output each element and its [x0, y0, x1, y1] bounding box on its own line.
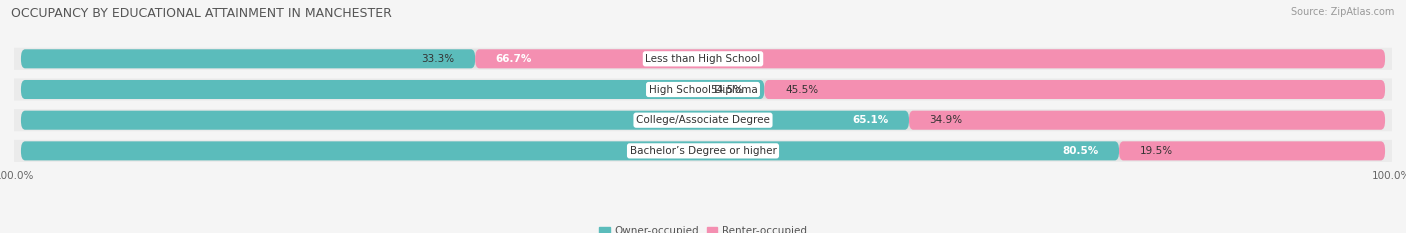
Text: 54.5%: 54.5% [710, 85, 744, 95]
Text: 45.5%: 45.5% [785, 85, 818, 95]
Text: 65.1%: 65.1% [852, 115, 889, 125]
Text: OCCUPANCY BY EDUCATIONAL ATTAINMENT IN MANCHESTER: OCCUPANCY BY EDUCATIONAL ATTAINMENT IN M… [11, 7, 392, 20]
Text: College/Associate Degree: College/Associate Degree [636, 115, 770, 125]
Text: 33.3%: 33.3% [422, 54, 454, 64]
Text: High School Diploma: High School Diploma [648, 85, 758, 95]
FancyBboxPatch shape [21, 111, 1385, 130]
FancyBboxPatch shape [14, 79, 1392, 101]
FancyBboxPatch shape [21, 141, 1119, 160]
Text: Bachelor’s Degree or higher: Bachelor’s Degree or higher [630, 146, 776, 156]
FancyBboxPatch shape [14, 140, 1392, 162]
Text: Less than High School: Less than High School [645, 54, 761, 64]
Text: 66.7%: 66.7% [496, 54, 533, 64]
Text: 80.5%: 80.5% [1062, 146, 1098, 156]
FancyBboxPatch shape [765, 80, 1385, 99]
FancyBboxPatch shape [14, 109, 1392, 131]
FancyBboxPatch shape [475, 49, 1385, 68]
FancyBboxPatch shape [21, 49, 475, 68]
FancyBboxPatch shape [21, 49, 1385, 68]
FancyBboxPatch shape [21, 80, 765, 99]
FancyBboxPatch shape [1119, 141, 1385, 160]
FancyBboxPatch shape [21, 80, 1385, 99]
Text: 19.5%: 19.5% [1140, 146, 1173, 156]
FancyBboxPatch shape [14, 48, 1392, 70]
FancyBboxPatch shape [21, 141, 1385, 160]
FancyBboxPatch shape [910, 111, 1385, 130]
FancyBboxPatch shape [21, 111, 910, 130]
Text: 34.9%: 34.9% [929, 115, 963, 125]
Text: Source: ZipAtlas.com: Source: ZipAtlas.com [1291, 7, 1395, 17]
Legend: Owner-occupied, Renter-occupied: Owner-occupied, Renter-occupied [595, 222, 811, 233]
